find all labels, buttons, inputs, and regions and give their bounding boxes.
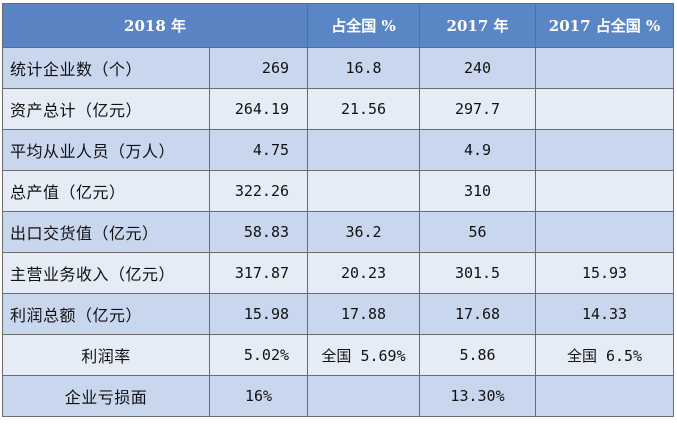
share-2017 [535, 211, 675, 253]
table-row: 统计企业数（个） 269 16.8 240 [2, 47, 675, 89]
value-2017: 4.9 [419, 129, 537, 171]
share-2018 [307, 375, 421, 417]
share-2018: 20.23 [307, 252, 421, 294]
table-row: 出口交货值（亿元） 58.83 36.2 56 [2, 211, 675, 253]
value-2017: 17.68 [419, 293, 537, 335]
share-2018: 全国 5.69% [307, 334, 421, 376]
table-row: 资产总计（亿元） 264.19 21.56 297.7 [2, 88, 675, 130]
share-2018: 17.88 [307, 293, 421, 335]
value-2018: 58.83 [208, 211, 309, 253]
value-2017: 297.7 [419, 88, 537, 130]
table-row: 主营业务收入（亿元） 317.87 20.23 301.5 15.93 [2, 252, 675, 294]
share-2017 [535, 88, 675, 130]
value-2017: 13.30% [419, 375, 537, 417]
share-2018: 21.56 [307, 88, 421, 130]
value-2017: 5.86 [419, 334, 537, 376]
row-label: 平均从业人员（万人） [2, 129, 210, 171]
value-2018: 16% [208, 375, 309, 417]
row-label: 统计企业数（个） [2, 47, 210, 89]
share-2018 [307, 170, 421, 212]
header-2018: 2018 年 [1, 3, 309, 48]
row-label: 企业亏损面 [2, 375, 210, 417]
value-2018: 317.87 [208, 252, 309, 294]
value-2018: 5.02% [208, 334, 309, 376]
value-2017: 310 [419, 170, 537, 212]
value-2018: 322.26 [208, 170, 309, 212]
row-label: 资产总计（亿元） [2, 88, 210, 130]
share-2017 [535, 170, 675, 212]
share-2018: 16.8 [307, 47, 421, 89]
value-2018: 269 [208, 47, 309, 89]
row-label: 主营业务收入（亿元） [2, 252, 210, 294]
table-row: 利润总额（亿元） 15.98 17.88 17.68 14.33 [2, 293, 675, 335]
share-2017: 全国 6.5% [535, 334, 675, 376]
value-2017: 301.5 [419, 252, 537, 294]
share-2018 [307, 129, 421, 171]
share-2018: 36.2 [307, 211, 421, 253]
row-label: 利润总额（亿元） [2, 293, 210, 335]
header-2017-share: 2017 占全国 % [535, 3, 675, 48]
share-2017 [535, 47, 675, 89]
row-label: 利润率 [2, 334, 210, 376]
value-2018: 15.98 [208, 293, 309, 335]
value-2018: 264.19 [208, 88, 309, 130]
row-label: 总产值（亿元） [2, 170, 210, 212]
value-2017: 56 [419, 211, 537, 253]
table-row: 总产值（亿元） 322.26 310 [2, 170, 675, 212]
cropped-caption-fragment [2, 423, 562, 429]
header-2017: 2017 年 [419, 3, 537, 48]
table-row: 利润率 5.02% 全国 5.69% 5.86 全国 6.5% [2, 334, 675, 376]
value-2018: 4.75 [208, 129, 309, 171]
share-2017 [535, 375, 675, 417]
industry-statistics-table: 2018 年 占全国 % 2017 年 2017 占全国 % 统计企业数（个） … [1, 3, 675, 417]
table-row: 企业亏损面 16% 13.30% [2, 375, 675, 417]
table-row: 平均从业人员（万人） 4.75 4.9 [2, 129, 675, 171]
data-table-container: 2018 年 占全国 % 2017 年 2017 占全国 % 统计企业数（个） … [1, 3, 675, 417]
share-2017: 15.93 [535, 252, 675, 294]
table-header-row: 2018 年 占全国 % 2017 年 2017 占全国 % [1, 3, 675, 48]
share-2017: 14.33 [535, 293, 675, 335]
value-2017: 240 [419, 47, 537, 89]
share-2017 [535, 129, 675, 171]
row-label: 出口交货值（亿元） [2, 211, 210, 253]
header-2018-share: 占全国 % [307, 3, 421, 48]
